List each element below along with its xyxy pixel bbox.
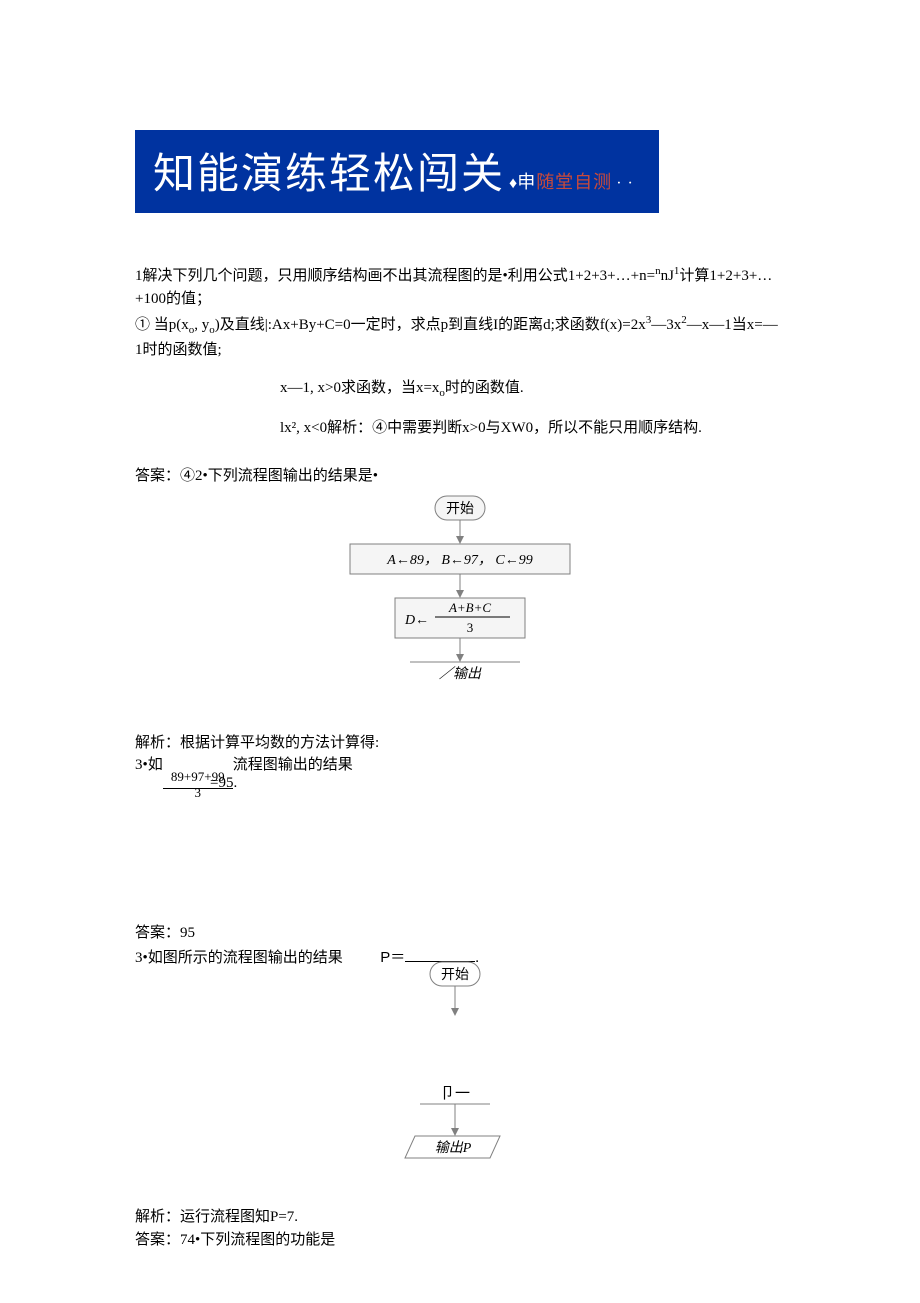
banner-sep: ♦ xyxy=(509,175,517,193)
flow1-output: ／输出 xyxy=(439,666,482,682)
banner-sub-prefix: 申 xyxy=(517,172,536,192)
q3-explain: 解析：运行流程图知P=7. xyxy=(135,1206,785,1229)
flow2-output: 输出P xyxy=(435,1140,472,1156)
q1-line1: 1解决下列几个问题，只用顺序结构画不出其流程图的是•利用公式1+2+3+…+n=… xyxy=(135,263,785,312)
q3-label: 3•如图所示的流程图输出的结果 xyxy=(135,950,343,966)
flow2-start: 开始 xyxy=(441,967,469,983)
q3-row: 3•如图所示的流程图输出的结果 P＝. 开始 卩一 输出P xyxy=(135,946,785,1206)
flow1-num: A+B+C xyxy=(448,600,491,615)
q2-explain: 解析：根据计算平均数的方法计算得: xyxy=(135,732,785,755)
question-1: 1解决下列几个问题，只用顺序结构画不出其流程图的是•利用公式1+2+3+…+n=… xyxy=(135,263,785,362)
banner: 知能演练轻松闯关 ♦ 申随堂自测 ·· xyxy=(135,130,659,213)
q3-answer: 答案：74•下列流程图的功能是 xyxy=(135,1229,785,1252)
q2-block: 解析：根据计算平均数的方法计算得: 3•如 89+97+99 3 流程图输出的结… xyxy=(135,732,785,802)
banner-subtitle: 申随堂自测 xyxy=(517,168,612,194)
flow1-assign: A←89， B←97， C←99 xyxy=(386,553,532,568)
q1-line2: ① 当p(xo, yo)及直线|:Ax+By+C=0一定时，求点p到直线I的距离… xyxy=(135,312,785,362)
flowchart-2: 开始 卩一 输出P xyxy=(395,946,515,1186)
flow1-start: 开始 xyxy=(446,501,474,517)
q1-indented: x—1, x>0求函数，当x=xo时的函数值. lx², x<0解析：④中需要判… xyxy=(280,377,785,440)
q2-answer-block: 答案：95 xyxy=(135,922,785,945)
flow1-den: 3 xyxy=(467,620,474,635)
flowchart-1: 开始 A←89， B←97， C←99 D← A+B+C 3 ／输出 xyxy=(340,494,580,684)
q1-answer-line: 答案：④2•下列流程图输出的结果是• xyxy=(135,465,785,488)
flow2-mid: 卩一 xyxy=(440,1086,470,1102)
banner-title: 知能演练轻松闯关 xyxy=(153,140,505,201)
banner-dots: ·· xyxy=(616,175,639,193)
banner-sub-highlight: 随堂自测 xyxy=(536,172,612,192)
q2-overlap-line: 3•如 89+97+99 3 流程图输出的结果 =95. xyxy=(135,754,353,777)
q2-answer: 答案：95 xyxy=(135,922,785,945)
q1-answer: 答案：④2•下列流程图输出的结果是• xyxy=(135,465,785,488)
q3-block: 解析：运行流程图知P=7. 答案：74•下列流程图的功能是 xyxy=(135,1206,785,1253)
q1-line3: x—1, x>0求函数，当x=xo时的函数值. xyxy=(280,377,785,402)
flow1-lhs: D← xyxy=(404,613,429,628)
q1-line4: lx², x<0解析：④中需要判断x>0与XW0，所以不能只用顺序结构. xyxy=(280,417,785,440)
